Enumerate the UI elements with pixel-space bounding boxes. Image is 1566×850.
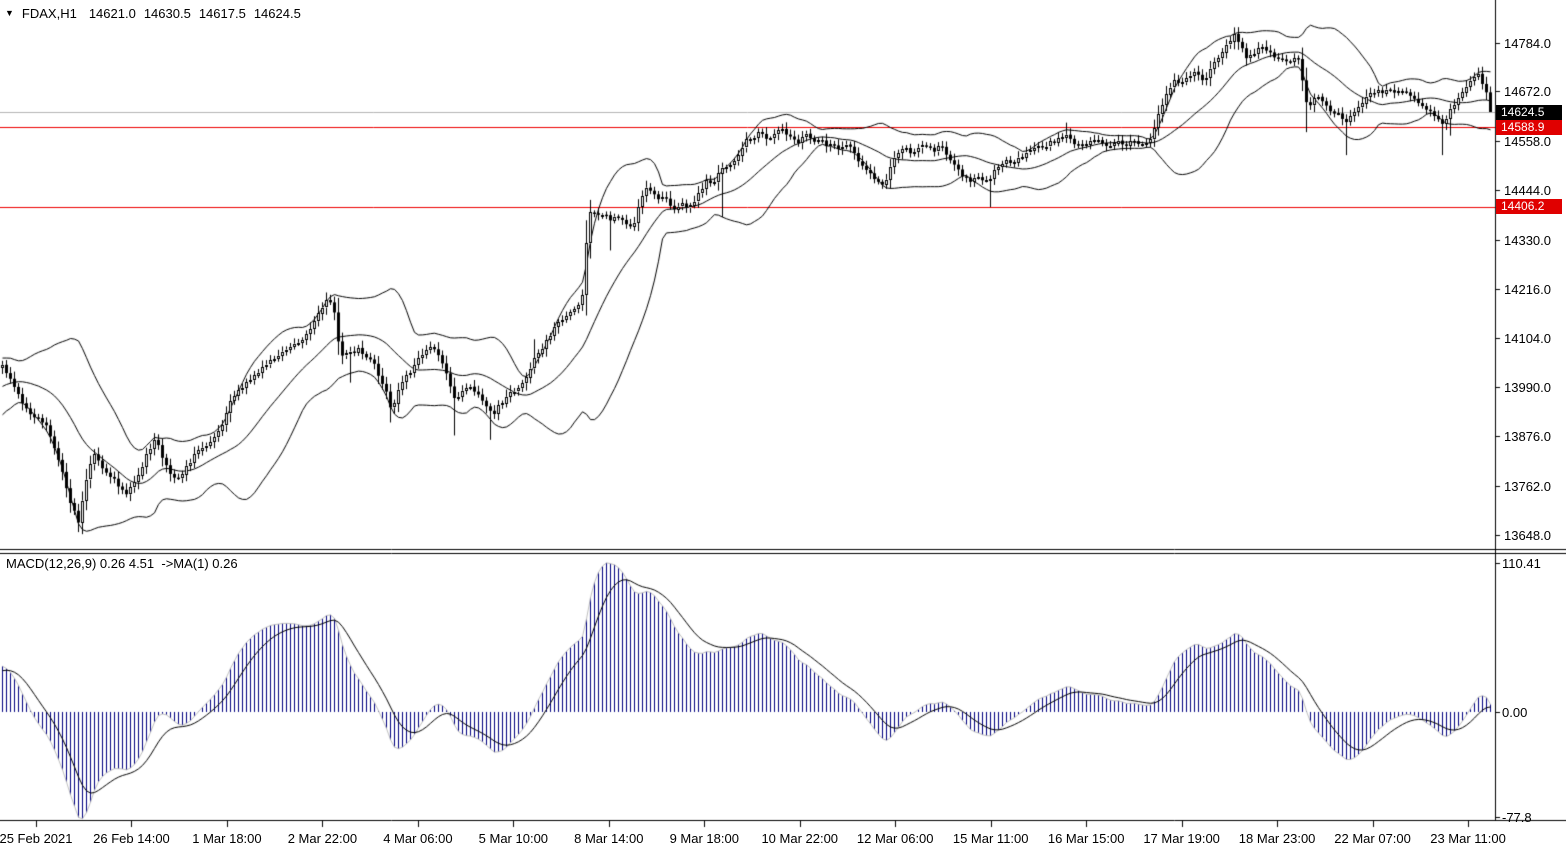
triangle-down-icon[interactable]: ▼	[5, 8, 14, 18]
time-axis-label[interactable]: 8 Mar 14:00	[574, 831, 644, 846]
quote-line: ▼ FDAX,H1 14621.0 14630.5 14617.5 14624.…	[5, 6, 301, 21]
quote-low: 14617.5	[198, 6, 246, 21]
time-axis-label[interactable]: 10 Mar 22:00	[761, 831, 839, 846]
red-level-badge-upper: 14588.9	[1496, 119, 1562, 135]
red-level-badge-lower: 14406.2	[1496, 199, 1562, 215]
time-axis-label[interactable]: 18 Mar 23:00	[1238, 831, 1316, 846]
price-axis-label[interactable]: 14104.0	[1504, 330, 1551, 346]
time-axis-label[interactable]: 9 Mar 18:00	[669, 831, 739, 846]
price-axis-label[interactable]: 13648.0	[1504, 528, 1551, 544]
macd-indicator-label: MACD(12,26,9) 0.26 4.51 ->MA(1) 0.26	[6, 556, 238, 571]
macd-axis-label[interactable]: -77.8	[1502, 810, 1532, 826]
time-axis-label[interactable]: 22 Mar 07:00	[1334, 831, 1411, 846]
price-axis-label[interactable]: 14444.0	[1504, 183, 1551, 199]
time-axis-label[interactable]: 12 Mar 06:00	[856, 831, 934, 846]
quote-high: 14630.5	[143, 6, 191, 21]
symbol-timeframe: FDAX,H1	[21, 6, 77, 21]
price-axis-label[interactable]: 14672.0	[1504, 84, 1551, 100]
time-axis-label[interactable]: 25 Feb 2021	[0, 831, 73, 846]
time-axis-label[interactable]: 2 Mar 22:00	[287, 831, 358, 846]
time-axis-label[interactable]: 23 Mar 11:00	[1430, 831, 1506, 846]
time-axis-label[interactable]: 15 Mar 11:00	[952, 831, 1029, 846]
current-price-badge: 14624.5	[1496, 104, 1562, 120]
macd-axis-label[interactable]: 0.00	[1502, 704, 1528, 720]
macd-axis-label[interactable]: 110.41	[1502, 555, 1541, 571]
time-axis-label[interactable]: 5 Mar 10:00	[478, 831, 549, 846]
price-axis-label[interactable]: 14330.0	[1504, 232, 1551, 248]
time-axis-label[interactable]: 16 Mar 15:00	[1047, 831, 1125, 846]
quote-close: 14624.5	[253, 6, 301, 21]
price-axis-label[interactable]: 14784.0	[1504, 35, 1551, 51]
price-axis-label[interactable]: 13990.0	[1504, 379, 1551, 395]
price-axis-label[interactable]: 14558.0	[1504, 133, 1551, 149]
price-axis-label[interactable]: 14216.0	[1504, 282, 1551, 298]
quote-open: 14621.0	[88, 6, 136, 21]
price-axis-label[interactable]: 13762.0	[1504, 478, 1551, 494]
time-axis-label[interactable]: 1 Mar 18:00	[192, 831, 262, 846]
time-axis-label[interactable]: 17 Mar 19:00	[1143, 831, 1220, 846]
time-axis-label[interactable]: 4 Mar 06:00	[383, 831, 453, 846]
time-axis-label[interactable]: 26 Feb 14:00	[93, 831, 170, 846]
price-axis-label[interactable]: 13876.0	[1504, 429, 1551, 445]
